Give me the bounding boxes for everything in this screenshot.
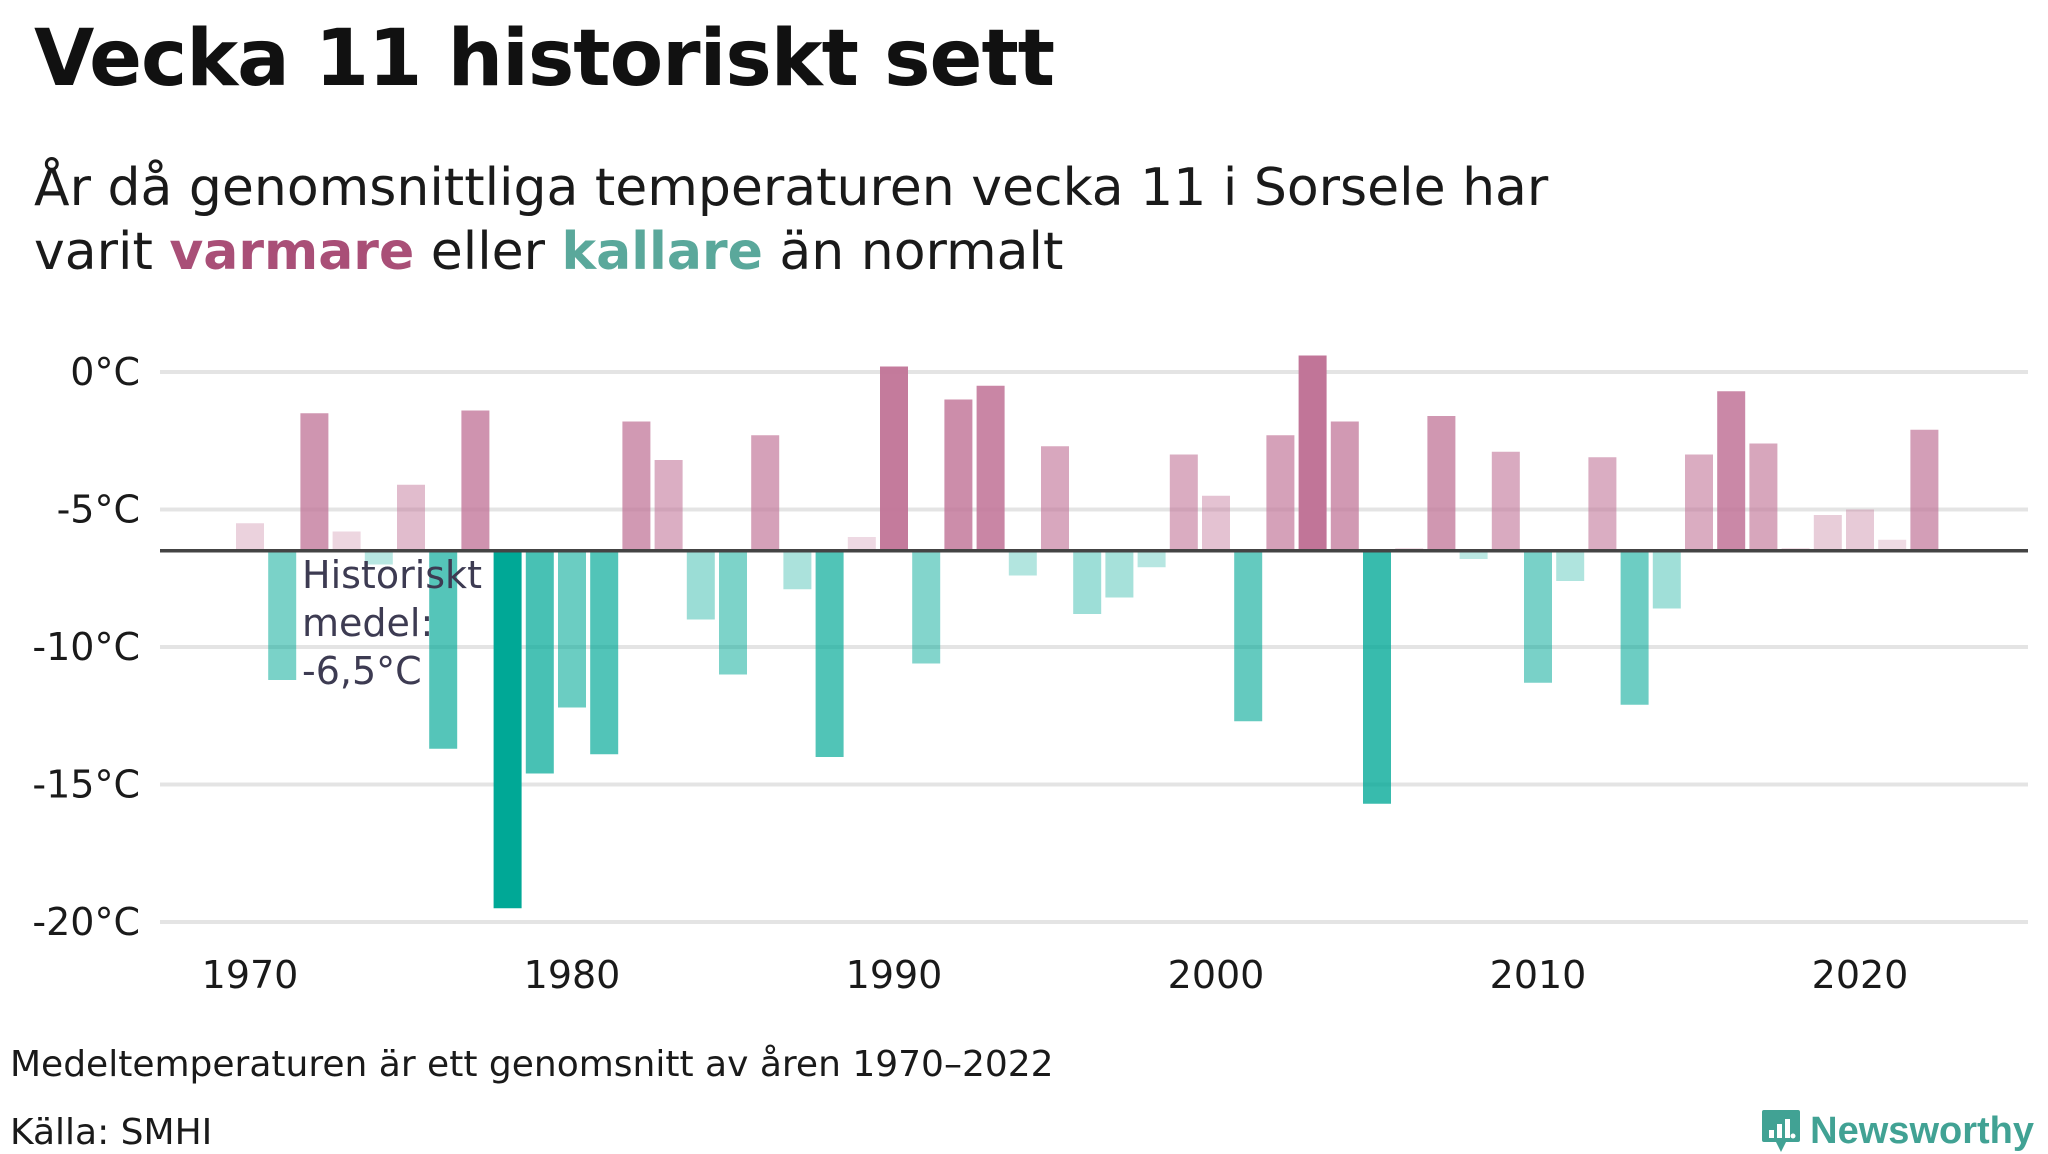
bar-1983 — [654, 460, 683, 551]
bar-2001 — [1234, 550, 1263, 722]
bar-1989 — [847, 537, 876, 551]
bar-2012 — [1588, 457, 1617, 551]
bar-2000 — [1202, 495, 1230, 551]
bar-1990 — [880, 366, 908, 551]
x-tick-label: 1970 — [202, 953, 299, 997]
bar-1987 — [783, 550, 812, 590]
bar-1984 — [686, 550, 715, 620]
bar-1996 — [1073, 550, 1102, 614]
source-note: Källa: SMHI — [10, 1112, 213, 1153]
subtitle-text-1: År då genomsnittliga temperaturen vecka … — [34, 158, 1549, 282]
x-tick-label: 1990 — [846, 953, 943, 997]
bars — [236, 355, 1939, 909]
bar-1972 — [300, 413, 329, 551]
bar-2005 — [1363, 550, 1391, 804]
subtitle-text-2: eller — [414, 222, 562, 282]
bar-2011 — [1556, 550, 1585, 581]
bar-1995 — [1041, 446, 1069, 551]
chart-title: Vecka 11 historiskt sett — [34, 14, 1055, 104]
bar-2003 — [1298, 355, 1327, 551]
bar-2004 — [1330, 421, 1359, 551]
bar-2009 — [1491, 451, 1520, 551]
bar-2020 — [1846, 509, 1874, 551]
mean-annotation-line: medel: — [302, 601, 433, 645]
bar-1980 — [558, 550, 586, 708]
bar-1975 — [397, 484, 425, 551]
bar-1973 — [332, 531, 361, 551]
bar-2008 — [1459, 550, 1488, 559]
bar-1986 — [751, 435, 780, 551]
x-tick-label: 2010 — [1490, 953, 1587, 997]
bar-1977 — [461, 410, 490, 551]
brand-name: Newsworthy — [1810, 1109, 2034, 1152]
y-tick-label: -10°C — [32, 625, 140, 669]
bar-2010 — [1524, 550, 1552, 683]
y-tick-label: 0°C — [70, 350, 140, 394]
footnote: Medeltemperaturen är ett genomsnitt av å… — [10, 1044, 1054, 1085]
bar-2007 — [1427, 416, 1456, 551]
bar-2015 — [1685, 454, 1713, 551]
bar-1997 — [1105, 550, 1134, 598]
y-tick-label: -5°C — [57, 488, 140, 532]
x-axis-labels: 1970 1980 1990 2000 2010 2020 — [202, 953, 1909, 997]
y-tick-label: -20°C — [32, 900, 140, 944]
bar-1998 — [1137, 550, 1166, 568]
mean-annotation-line: Historiskt — [302, 553, 482, 597]
x-tick-label: 1980 — [524, 953, 621, 997]
subtitle-cold-word: kallare — [561, 222, 763, 282]
bar-2021 — [1878, 539, 1907, 551]
x-tick-label: 2020 — [1812, 953, 1909, 997]
bar-2016 — [1717, 391, 1746, 551]
bar-1988 — [815, 550, 844, 757]
subtitle-warm-word: varmare — [169, 222, 415, 282]
bar-1985 — [719, 550, 747, 675]
brand-logo: Newsworthy — [1760, 1108, 2034, 1154]
bar-2022 — [1910, 429, 1939, 551]
gridlines — [160, 370, 2028, 924]
chart-subtitle: År då genomsnittliga temperaturen vecka … — [34, 156, 1634, 284]
bar-1979 — [525, 550, 554, 774]
bar-1970 — [236, 523, 264, 551]
bar-1982 — [622, 421, 651, 551]
mean-annotation-line: -6,5°C — [302, 649, 422, 693]
bar-2017 — [1749, 443, 1778, 551]
bar-1981 — [590, 550, 619, 755]
bar-1992 — [944, 399, 973, 551]
bar-1971 — [268, 550, 297, 680]
bar-1994 — [1008, 550, 1037, 576]
bar-2013 — [1620, 550, 1649, 705]
newsworthy-logo-icon — [1762, 1110, 1801, 1152]
bar-1993 — [976, 385, 1005, 551]
x-tick-label: 2000 — [1168, 953, 1265, 997]
bar-1978 — [493, 550, 522, 909]
bar-1976 — [429, 550, 458, 749]
subtitle-text-3: än normalt — [762, 222, 1064, 282]
bar-2019 — [1813, 515, 1842, 551]
bar-1999 — [1169, 454, 1198, 551]
y-tick-label: -15°C — [32, 763, 140, 807]
bar-1974 — [364, 550, 393, 565]
bar-2002 — [1266, 435, 1295, 551]
bar-1991 — [912, 550, 941, 664]
bar-2014 — [1652, 550, 1681, 609]
y-axis-labels: 0°C -5°C -10°C -15°C -20°C — [32, 350, 140, 944]
